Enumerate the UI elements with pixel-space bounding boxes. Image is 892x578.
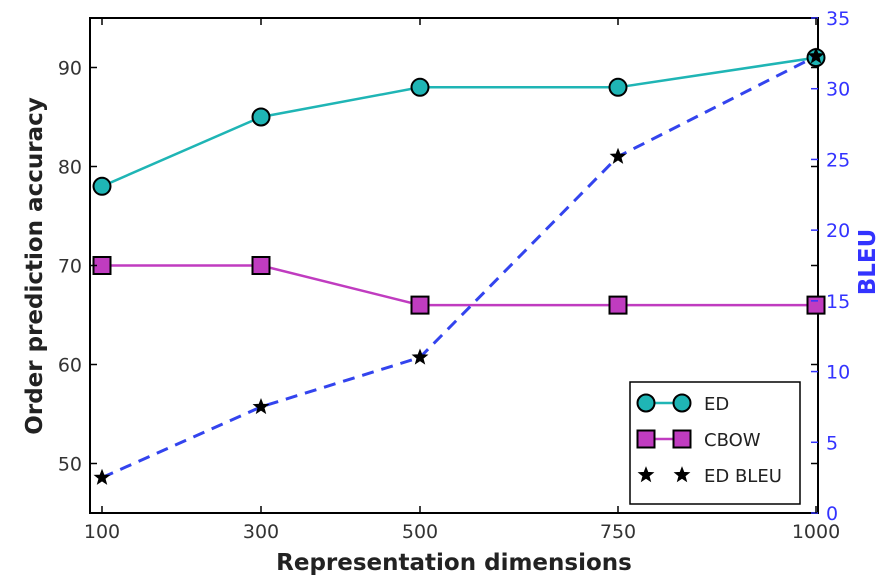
- x-axis-title: Representation dimensions: [276, 550, 632, 576]
- y-tick-label: 50: [58, 454, 82, 476]
- data-point-ed: [253, 109, 270, 126]
- data-point-ed: [94, 178, 111, 195]
- y2-tick-label: 15: [826, 291, 850, 313]
- y2-tick-label: 10: [826, 362, 850, 384]
- y-tick-label: 70: [58, 256, 82, 278]
- legend-marker-cbow: [674, 431, 691, 448]
- x-tick-label: 750: [600, 521, 636, 543]
- y-tick-label: 60: [58, 355, 82, 377]
- x-tick-label: 100: [84, 521, 120, 543]
- data-point-cbow: [808, 297, 825, 314]
- y-tick-label: 90: [58, 58, 82, 80]
- legend-label-ed: ED: [704, 394, 729, 415]
- data-point-ed: [610, 79, 627, 96]
- data-point-ed: [412, 79, 429, 96]
- legend-label-ed-bleu: ED BLEU: [704, 466, 782, 487]
- legend: ED CBOW ED BLEU: [630, 382, 800, 504]
- y2-tick-label: 5: [826, 432, 838, 454]
- legend-marker-cbow: [638, 431, 655, 448]
- y2-axis-title: BLEU: [855, 229, 881, 296]
- y-tick-label: 80: [58, 157, 82, 179]
- data-point-cbow: [253, 257, 270, 274]
- y2-tick-label: 25: [826, 149, 850, 171]
- y-axis-title: Order prediction accuracy: [22, 97, 48, 434]
- x-tick-label: 1000: [792, 521, 840, 543]
- data-point-cbow: [610, 297, 627, 314]
- y2-tick-label: 35: [826, 8, 850, 30]
- legend-marker-ed: [638, 395, 655, 412]
- legend-label-cbow: CBOW: [704, 430, 761, 451]
- legend-marker-ed: [674, 395, 691, 412]
- x-tick-label: 500: [402, 521, 438, 543]
- data-point-cbow: [412, 297, 429, 314]
- y2-tick-label: 20: [826, 220, 850, 242]
- x-tick-label: 300: [243, 521, 279, 543]
- y2-tick-label: 30: [826, 79, 850, 101]
